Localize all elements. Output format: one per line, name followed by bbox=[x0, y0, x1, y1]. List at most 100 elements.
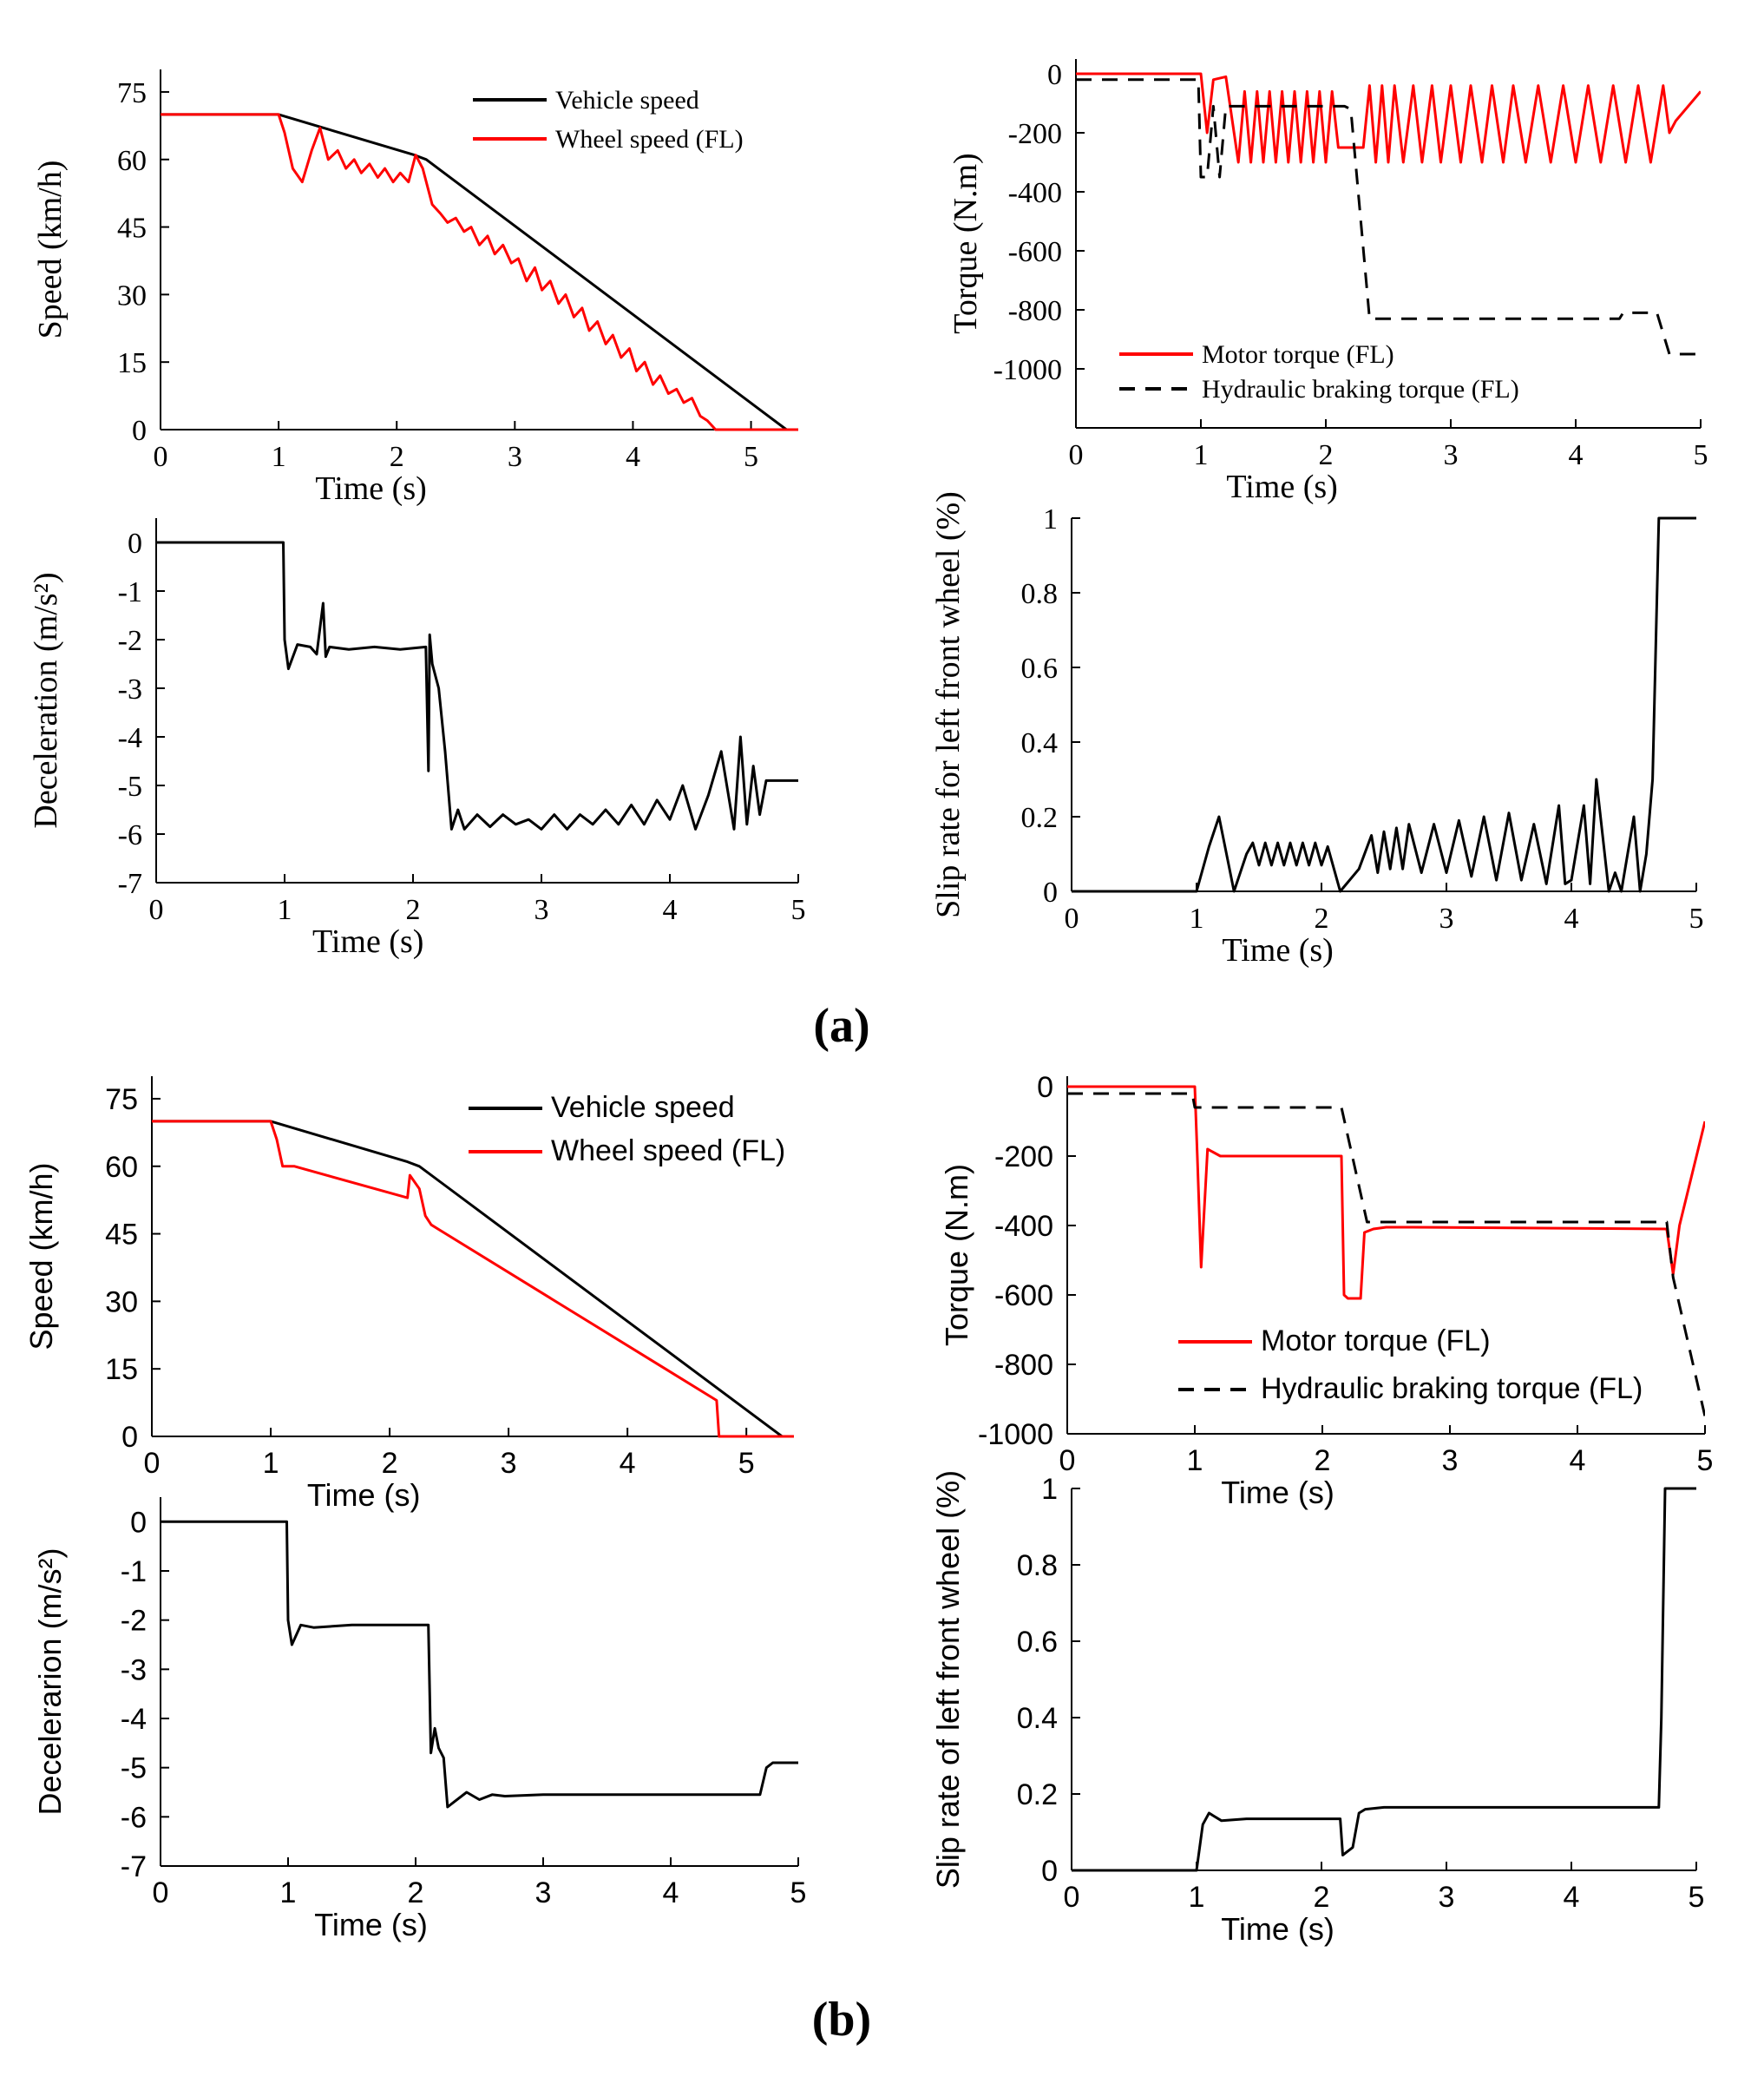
legend-label: Vehicle speed bbox=[551, 1091, 735, 1124]
legend-label: Hydraulic braking torque (FL) bbox=[1261, 1372, 1643, 1405]
x-tick-label: 4 bbox=[1570, 1444, 1586, 1477]
y-tick-label: 0.4 bbox=[1021, 727, 1059, 759]
y-tick-label: 15 bbox=[117, 347, 147, 379]
y-tick-label: -600 bbox=[994, 1279, 1053, 1312]
x-axis-label: Time (s) bbox=[314, 1907, 428, 1942]
x-tick-label: 4 bbox=[626, 441, 640, 473]
x-tick-label: 5 bbox=[738, 1447, 755, 1480]
x-axis-label: Time (s) bbox=[1226, 469, 1337, 505]
x-tick-label: 1 bbox=[1187, 1444, 1203, 1477]
y-tick-label: -1 bbox=[121, 1555, 147, 1588]
y-tick-label: -4 bbox=[121, 1703, 147, 1736]
y-tick-label: -1000 bbox=[978, 1418, 1053, 1451]
y-tick-label: 45 bbox=[105, 1219, 138, 1252]
x-tick-label: 4 bbox=[1564, 1881, 1580, 1914]
y-tick-label: -7 bbox=[118, 868, 142, 900]
y-tick-label: -6 bbox=[121, 1801, 147, 1834]
y-tick-label: 15 bbox=[105, 1353, 138, 1386]
legend-label: Wheel speed (FL) bbox=[551, 1134, 785, 1167]
y-tick-label: -400 bbox=[1008, 177, 1062, 209]
y-tick-label: 1 bbox=[1041, 1473, 1058, 1506]
y-tick-label: -6 bbox=[118, 819, 142, 851]
y-tick-label: 0.6 bbox=[1017, 1626, 1058, 1659]
x-tick-label: 3 bbox=[1444, 439, 1459, 471]
series-line-0 bbox=[1072, 516, 1696, 893]
y-tick-label: -600 bbox=[1008, 236, 1062, 268]
y-tick-label: 60 bbox=[117, 145, 147, 177]
y-tick-label: -3 bbox=[118, 674, 142, 706]
y-tick-label: -400 bbox=[994, 1210, 1053, 1243]
y-tick-label: 30 bbox=[105, 1285, 138, 1318]
chart-a-torque: 0 1 2 3 4 5 0 -200 -400 -600 -800 -1000 Time (s) Torq… bbox=[948, 59, 1708, 505]
x-tick-label: 4 bbox=[663, 894, 678, 926]
y-axis-label: Slip rate of left front wheel (%) bbox=[930, 1470, 966, 1889]
chart-a-slip: 0 1 2 3 4 5 0 0.2 0.4 0.6 0.8 1 Time (s) Slip rate fo… bbox=[930, 491, 1704, 969]
x-tick-label: 0 bbox=[144, 1447, 161, 1480]
x-tick-label: 1 bbox=[278, 894, 292, 926]
x-tick-label: 3 bbox=[534, 894, 549, 926]
x-tick-label: 5 bbox=[1689, 903, 1704, 935]
x-tick-label: 4 bbox=[620, 1447, 636, 1480]
x-tick-label: 2 bbox=[390, 441, 404, 473]
x-tick-label: 5 bbox=[1694, 439, 1708, 471]
series-line-0 bbox=[156, 541, 798, 831]
y-tick-label: -200 bbox=[994, 1140, 1053, 1173]
x-tick-label: 2 bbox=[1314, 1881, 1330, 1914]
y-tick-label: -800 bbox=[994, 1349, 1053, 1382]
legend-label: Motor torque (FL) bbox=[1261, 1324, 1491, 1357]
caption-a: (a) bbox=[813, 999, 869, 1053]
y-tick-label: 0 bbox=[1037, 1071, 1053, 1104]
legend-label: Vehicle speed bbox=[555, 86, 699, 115]
series-line-0 bbox=[1072, 1487, 1696, 1872]
legend-label: Motor torque (FL) bbox=[1202, 340, 1394, 369]
y-tick-label: 0 bbox=[1043, 877, 1058, 909]
y-tick-label: 60 bbox=[105, 1151, 138, 1184]
y-tick-label: 0 bbox=[132, 415, 147, 447]
x-tick-label: 3 bbox=[1442, 1444, 1459, 1477]
y-tick-label: 0.2 bbox=[1017, 1778, 1058, 1811]
x-tick-label: 5 bbox=[1689, 1881, 1705, 1914]
x-axis-label: Time (s) bbox=[1221, 1911, 1334, 1947]
x-axis-label: Time (s) bbox=[1222, 932, 1333, 969]
y-tick-label: 0 bbox=[130, 1506, 147, 1539]
series-line-1 bbox=[152, 1120, 794, 1438]
x-tick-label: 1 bbox=[1194, 439, 1209, 471]
x-tick-label: 5 bbox=[744, 441, 758, 473]
y-axis-label: Torque (N.m) bbox=[939, 1164, 974, 1346]
y-tick-label: -1 bbox=[118, 576, 142, 608]
series-line-0 bbox=[1067, 1085, 1705, 1300]
chart-a-decel: 0 1 2 3 4 5 0 -1 -2 -3 -4 -5 -6 -7 Time (s) Deceleratio… bbox=[28, 518, 806, 960]
x-tick-label: 1 bbox=[272, 441, 286, 473]
y-tick-label: -2 bbox=[118, 625, 142, 657]
y-tick-label: 0.6 bbox=[1021, 653, 1059, 685]
y-tick-label: -3 bbox=[121, 1653, 147, 1686]
series-line-0 bbox=[161, 1520, 798, 1809]
x-tick-label: 0 bbox=[1069, 439, 1084, 471]
caption-b: (b) bbox=[812, 1993, 871, 2047]
x-tick-label: 2 bbox=[406, 894, 421, 926]
x-tick-label: 0 bbox=[1065, 903, 1079, 935]
y-tick-label: -7 bbox=[121, 1850, 147, 1883]
x-tick-label: 0 bbox=[1059, 1444, 1076, 1477]
chart-b-decel: 0 1 2 3 4 5 0 -1 -2 -3 -4 -5 -6 -7 Time (s) Decelerario… bbox=[32, 1497, 806, 1942]
x-tick-label: 3 bbox=[508, 441, 522, 473]
x-tick-label: 2 bbox=[382, 1447, 398, 1480]
x-tick-label: 5 bbox=[1697, 1444, 1714, 1477]
y-axis-label: Deceleration (m/s²) bbox=[28, 572, 64, 828]
y-tick-label: 75 bbox=[105, 1083, 138, 1116]
x-tick-label: 0 bbox=[1064, 1881, 1080, 1914]
x-tick-label: 5 bbox=[790, 1876, 807, 1909]
y-tick-label: -800 bbox=[1008, 295, 1062, 327]
y-tick-label: -200 bbox=[1008, 118, 1062, 150]
y-tick-label: -5 bbox=[121, 1752, 147, 1785]
y-tick-label: 75 bbox=[117, 77, 147, 109]
y-tick-label: 30 bbox=[117, 279, 147, 312]
series-line-1 bbox=[161, 113, 798, 431]
x-tick-label: 2 bbox=[1315, 903, 1329, 935]
y-tick-label: 0 bbox=[121, 1421, 138, 1454]
x-tick-label: 0 bbox=[153, 1876, 169, 1909]
y-tick-label: -2 bbox=[121, 1605, 147, 1638]
